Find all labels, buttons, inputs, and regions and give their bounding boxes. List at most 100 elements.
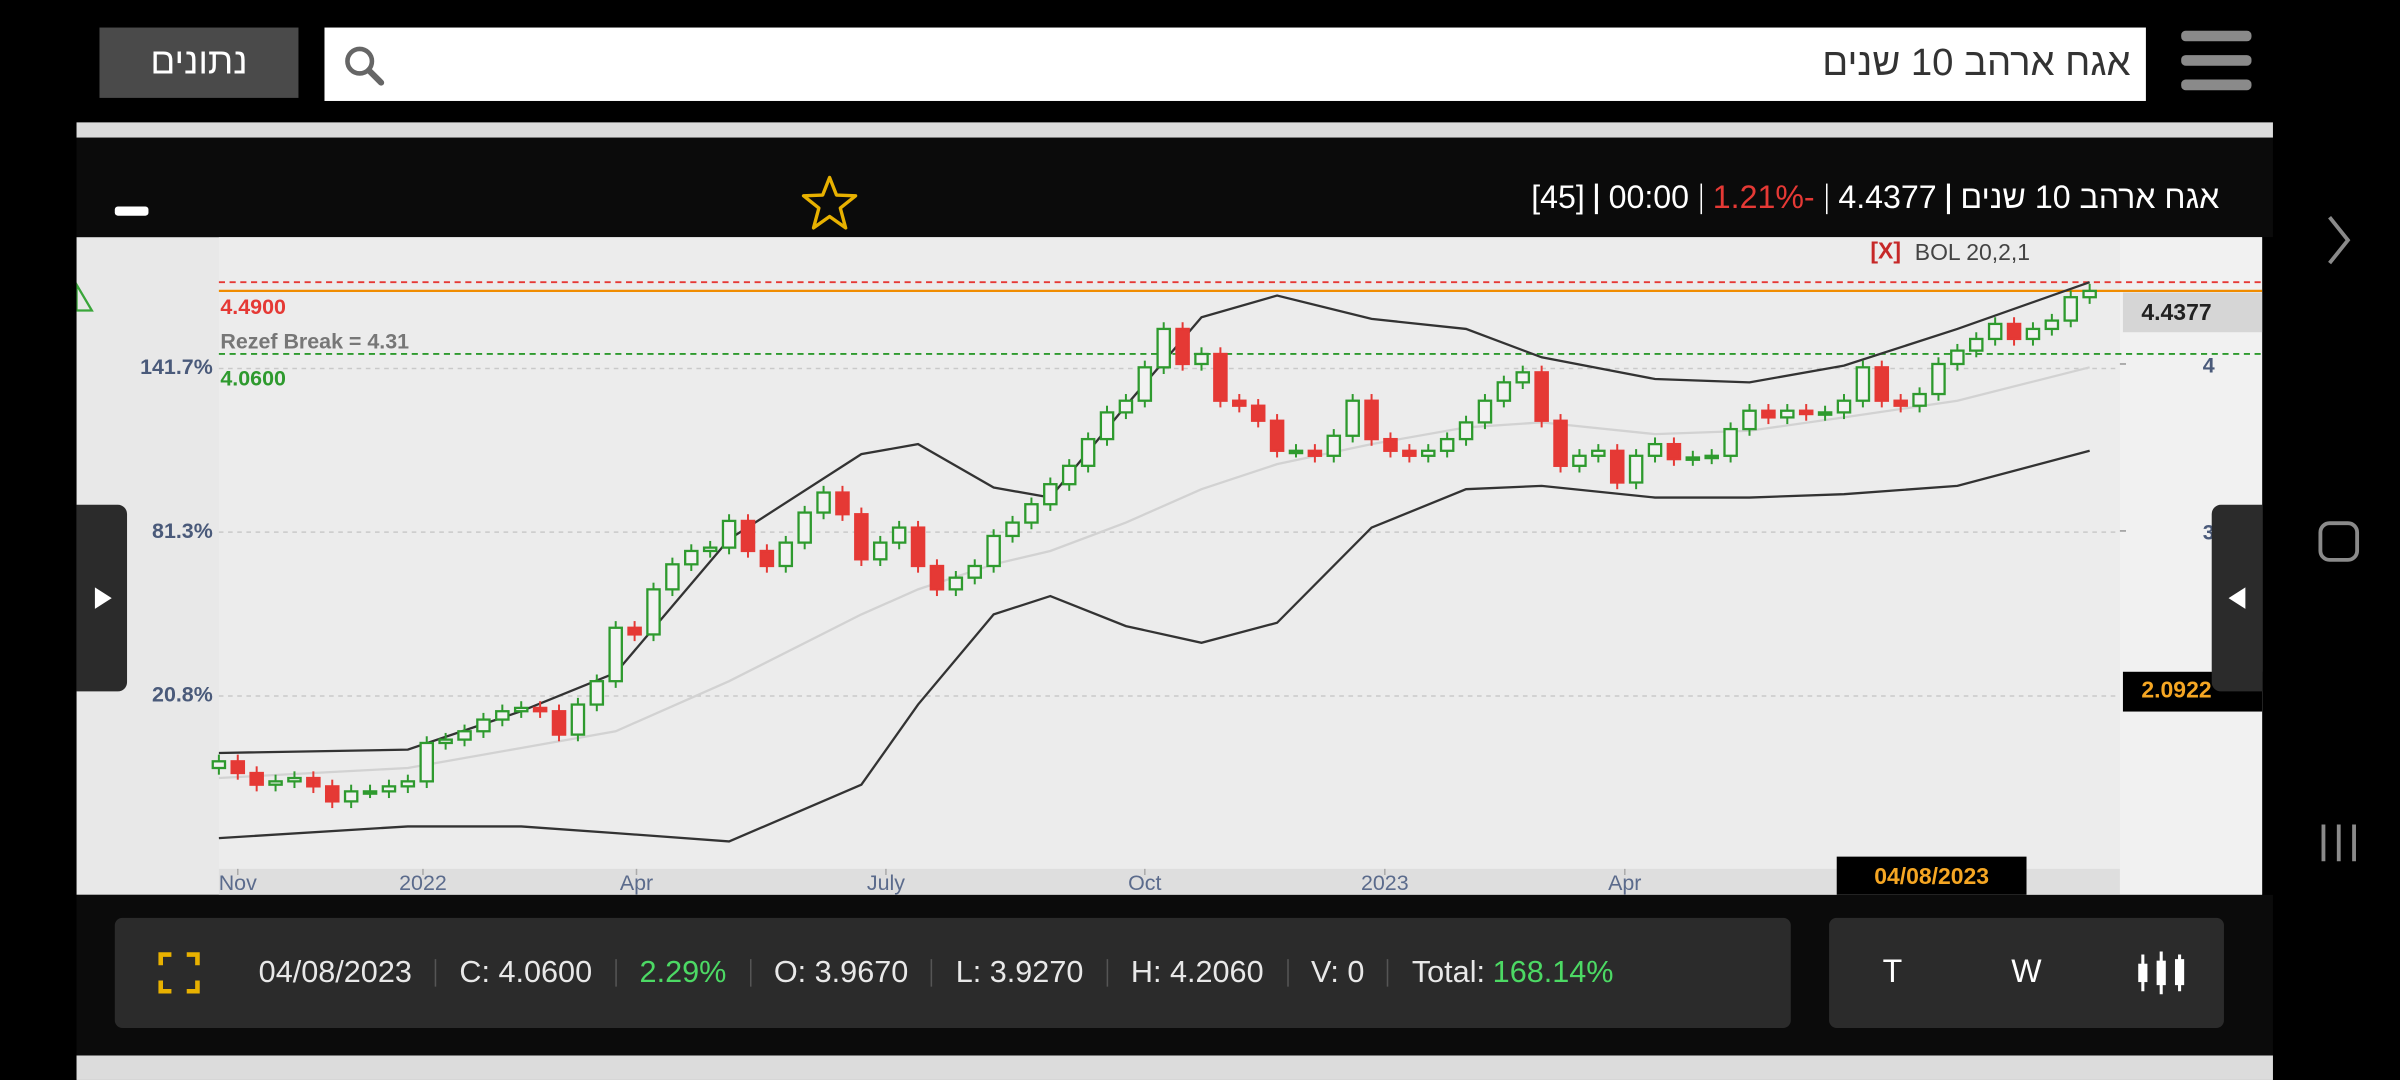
x-tick-label: Nov (219, 871, 257, 895)
candle-body (1572, 454, 1587, 467)
candle-body (627, 626, 642, 636)
candle-body (419, 741, 435, 783)
candle-body (1326, 434, 1342, 457)
candle-body (306, 776, 321, 788)
y2-tick-label: 20.8% (152, 683, 213, 707)
quote-header (76, 137, 2273, 238)
candle-body (1855, 366, 1871, 402)
candle-body (816, 491, 831, 514)
info-high: H: 4.2060 (1130, 955, 1264, 989)
candle-body (1307, 449, 1323, 457)
instrument-name: אגח ארהב 10 שנים (1960, 180, 2220, 216)
candle-body (2006, 322, 2022, 341)
candle-body (1609, 449, 1625, 484)
candle-body (740, 519, 756, 553)
x-axis-strip (218, 868, 2120, 895)
candle-body (1420, 449, 1436, 457)
candle-body (1761, 409, 1776, 419)
candle-body (1364, 399, 1379, 441)
quote-price: 4.4377 (1838, 180, 1937, 216)
candle-body (759, 549, 775, 568)
prev-arrow[interactable] (77, 505, 128, 692)
system-nav (2318, 216, 2360, 862)
period-button[interactable]: T (1882, 954, 1903, 990)
nav-forward[interactable] (2328, 216, 2351, 265)
candle-body (1817, 411, 1833, 416)
candle-body (1931, 362, 1946, 396)
quote-count: [45] (1531, 180, 1585, 216)
candle-body (835, 491, 850, 516)
candle-body (381, 785, 397, 793)
prev-tab[interactable] (76, 504, 128, 692)
candle-body (721, 519, 737, 549)
candle-body (1912, 392, 1927, 407)
candle-body (778, 541, 794, 568)
last-price-box (2122, 292, 2263, 333)
x-tick-label: Apr (620, 871, 653, 895)
y-tick-label: 4 (2203, 354, 2215, 378)
data-button[interactable]: נתונים (99, 27, 299, 98)
x-tick-label: Apr (1608, 871, 1641, 895)
nav-home[interactable] (2318, 521, 2360, 562)
indicator-close: [X] (1870, 237, 1901, 263)
candle-body (1383, 437, 1398, 452)
cursor-date-box (1836, 856, 2027, 895)
candle-body (1175, 327, 1190, 366)
candle-body (1496, 381, 1512, 402)
candle-body (1118, 399, 1134, 414)
quote-time: 00:00 (1608, 180, 1690, 216)
candle-body (1439, 437, 1455, 452)
candle-body (1061, 464, 1077, 486)
last-price-label: 4.4377 (2141, 299, 2211, 325)
candle-body (1099, 411, 1115, 441)
candle-body (230, 760, 246, 775)
level-label: 4.4900 (220, 295, 286, 319)
separator (76, 122, 2273, 138)
indicator-label: BOL 20,2,1 (1915, 239, 2030, 265)
candle-body (910, 526, 926, 568)
search-icon[interactable] (343, 44, 386, 87)
search-text[interactable]: אגח ארהב 10 שנים (1822, 41, 2131, 85)
candle-body (532, 706, 548, 713)
candle-body (457, 730, 472, 741)
candle-body (1723, 427, 1738, 457)
candle-body (287, 776, 302, 783)
period-button[interactable]: W (2011, 954, 2042, 990)
candle-body (324, 785, 340, 803)
candle-body (551, 710, 567, 736)
chart-style-icon[interactable] (2135, 948, 2187, 997)
candle-body (608, 626, 623, 683)
favorite-star[interactable] (801, 174, 859, 232)
candle-body (854, 513, 869, 561)
candle-body (249, 771, 264, 786)
search-box[interactable]: אגח ארהב 10 שנים (324, 27, 2146, 101)
info-total-label: Total: (1411, 955, 1486, 989)
candle-body (1137, 366, 1153, 402)
fullscreen-icon[interactable] (158, 951, 201, 994)
info-bar: 04/08/2023 C: 4.0600 2.29% O: 3.9670 L: … (114, 917, 1791, 1028)
level-label: 4.0600 (220, 367, 286, 391)
next-arrow[interactable] (2212, 505, 2263, 692)
y2-tick-label: 141.7% (140, 355, 213, 379)
candle-body (1874, 366, 1890, 402)
candle-body (1515, 371, 1531, 384)
next-tab[interactable] (2211, 504, 2263, 692)
candle-body (495, 710, 510, 721)
candle-body (1194, 352, 1209, 366)
x-tick-label: Oct (1128, 871, 1161, 895)
minimize-icon[interactable] (114, 206, 149, 216)
nav-recents[interactable] (2321, 824, 2356, 862)
x-tick-label: 2023 (1361, 871, 1409, 895)
period-panel: T W (1829, 917, 2224, 1028)
candle-body (702, 546, 718, 553)
marker-triangle (76, 282, 94, 312)
menu-icon[interactable] (2181, 30, 2252, 92)
candle-body (1704, 454, 1719, 460)
candle-body (400, 780, 416, 788)
candle-body (513, 706, 529, 713)
candle-body (589, 680, 605, 706)
quote-change: 1.21%- (1712, 180, 1815, 216)
candle-body (1742, 409, 1757, 431)
info-low: L: 3.9270 (955, 955, 1084, 989)
cursor-price-label: 2.0922 (2141, 677, 2211, 703)
